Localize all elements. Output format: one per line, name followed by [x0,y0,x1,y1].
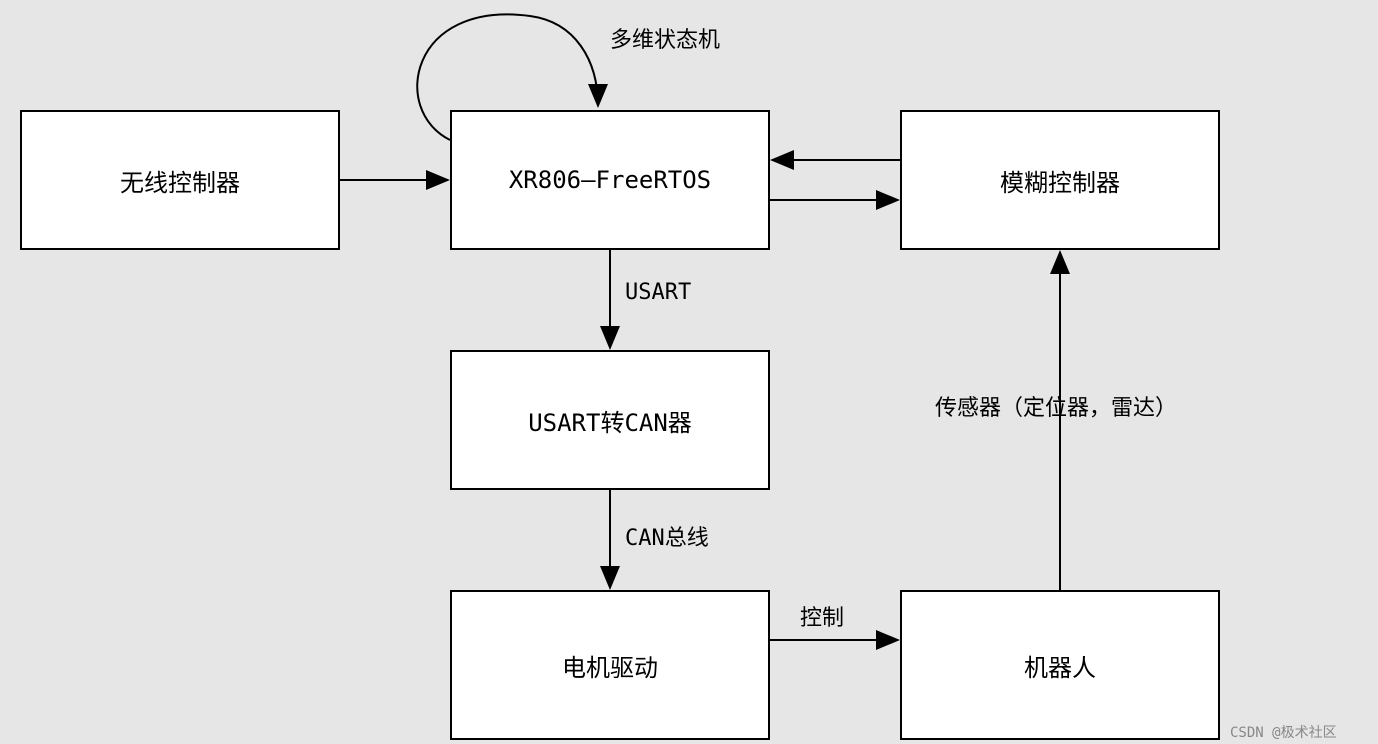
edge-label-can: CAN总线 [625,520,709,552]
edge-label-usart: USART [625,280,691,305]
watermark: CSDN @极术社区 [1230,722,1337,742]
node-motor: 电机驱动 [450,590,770,740]
node-fuzzy: 模糊控制器 [900,110,1220,250]
node-label: USART转CAN器 [528,403,692,438]
node-robot: 机器人 [900,590,1220,740]
node-wireless: 无线控制器 [20,110,340,250]
edge-label-sensor: 传感器（定位器，雷达） [935,390,1177,422]
node-label: XR806—FreeRTOS [509,166,711,194]
node-label: 电机驱动 [562,648,658,683]
edge-label-control: 控制 [800,600,844,632]
node-label: 机器人 [1024,648,1096,683]
node-label: 模糊控制器 [1000,163,1120,198]
node-xr806: XR806—FreeRTOS [450,110,770,250]
edge-label-state-machine: 多维状态机 [610,22,720,54]
node-usart-can: USART转CAN器 [450,350,770,490]
node-label: 无线控制器 [120,163,240,198]
